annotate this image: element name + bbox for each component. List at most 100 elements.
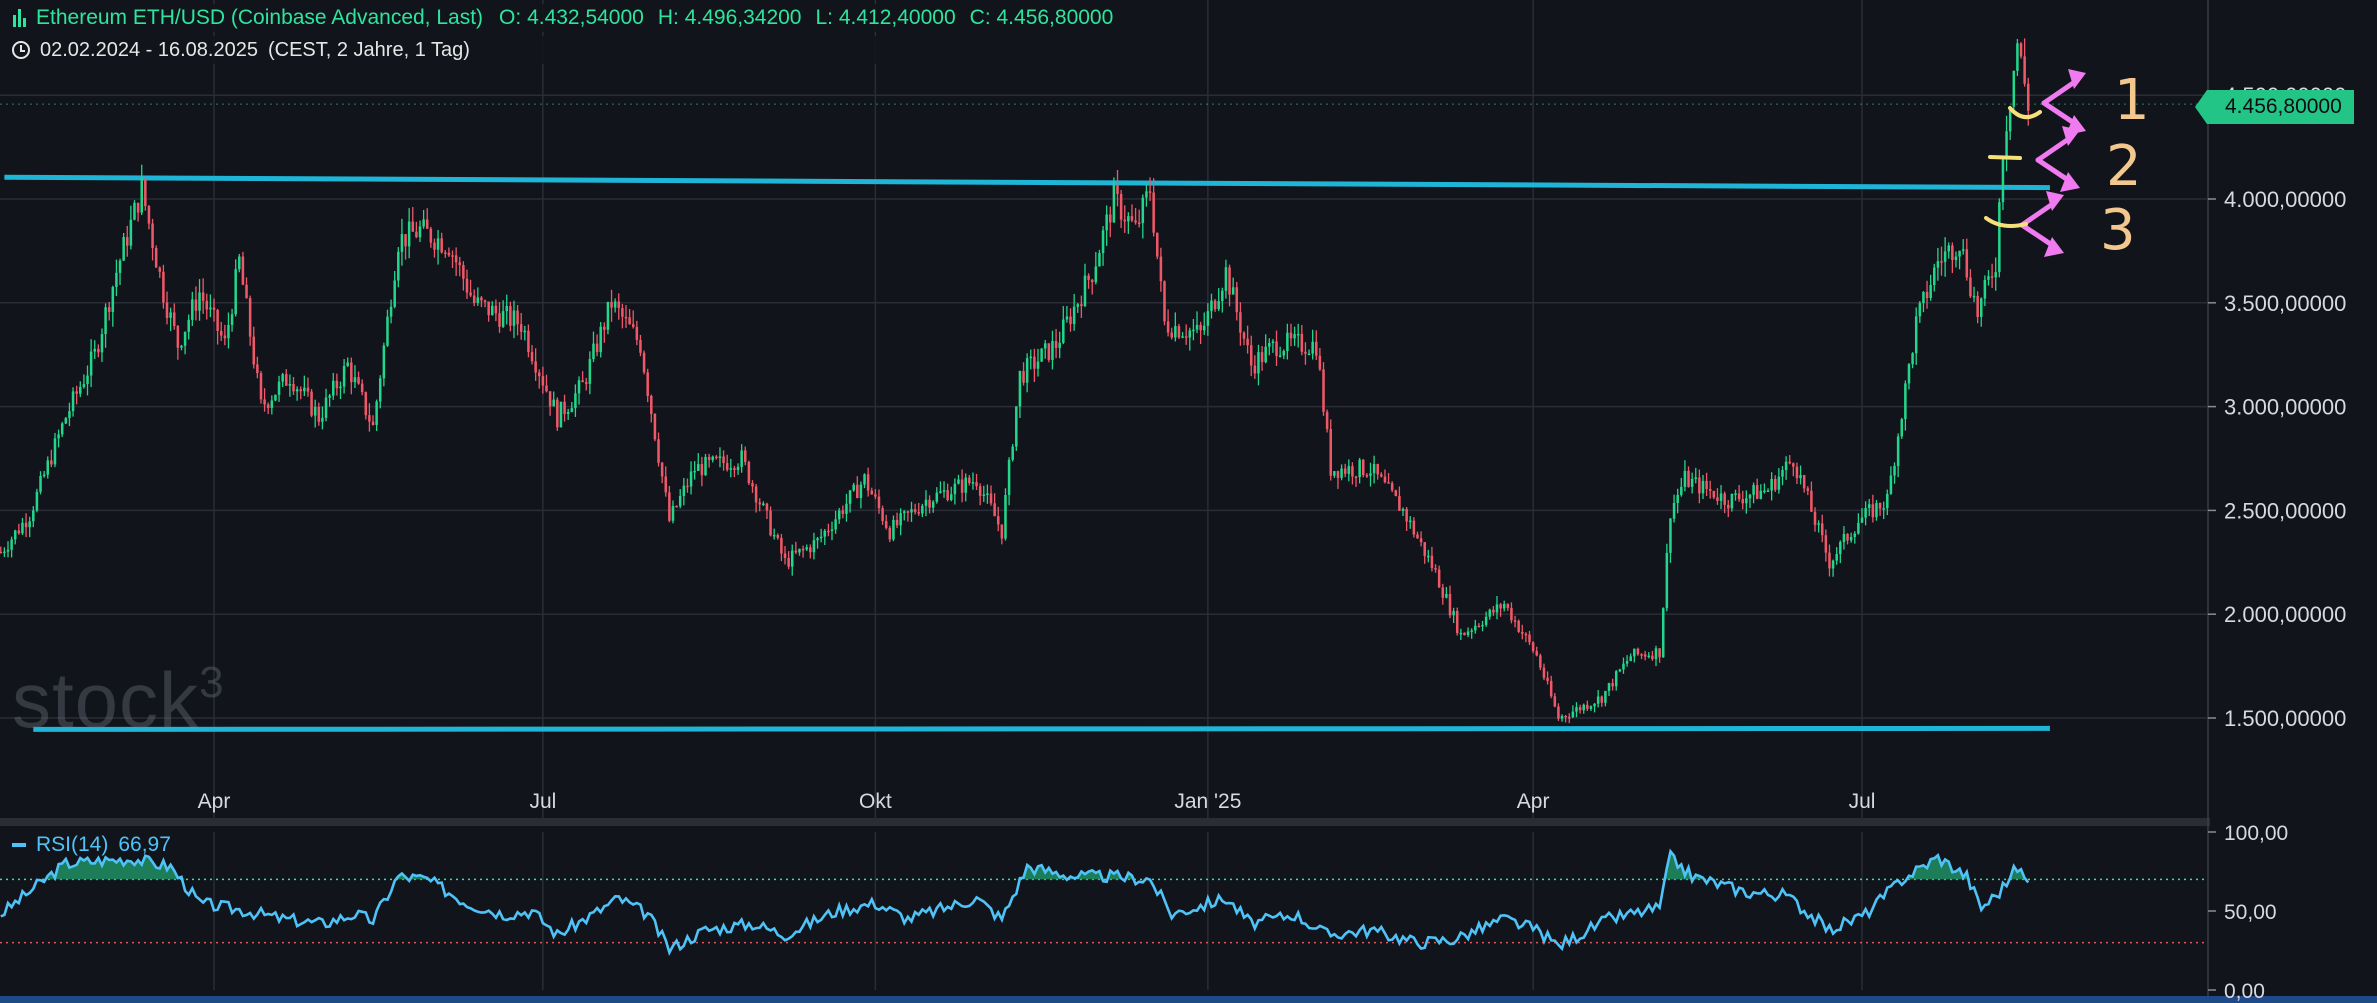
candle-body bbox=[1954, 256, 1958, 261]
arrow-up-shaft bbox=[2035, 135, 2073, 163]
rsi-swatch-icon bbox=[12, 843, 26, 847]
candle-body bbox=[346, 362, 349, 366]
candle-body bbox=[180, 345, 183, 348]
candle-body bbox=[1745, 498, 1748, 504]
candle-body bbox=[1380, 474, 1383, 477]
candle-body bbox=[682, 485, 686, 496]
candle-body bbox=[35, 491, 39, 511]
symbol-title[interactable]: Ethereum ETH/USD (Coinbase Advanced, Las… bbox=[36, 6, 484, 29]
rsi-name: RSI(14) bbox=[36, 833, 109, 856]
candle-body bbox=[1000, 524, 1004, 539]
candle-body bbox=[675, 505, 678, 508]
rsi-tick-label: 0,00 bbox=[2224, 980, 2265, 1003]
candle-body bbox=[1694, 477, 1698, 479]
candle-body bbox=[89, 351, 93, 376]
candle-body bbox=[1614, 671, 1618, 687]
candle-body bbox=[1470, 630, 1473, 632]
candle-body bbox=[921, 505, 924, 514]
candle-body bbox=[1119, 193, 1123, 220]
candle-body bbox=[1051, 340, 1054, 360]
candle-body bbox=[581, 380, 584, 383]
candle-body bbox=[1004, 495, 1007, 539]
candle-body bbox=[1698, 477, 1701, 494]
candle-body bbox=[769, 510, 772, 536]
candle-body bbox=[1860, 517, 1864, 523]
candle-body bbox=[1134, 220, 1137, 223]
candle-body bbox=[1810, 490, 1813, 512]
chart-header: Ethereum ETH/USD (Coinbase Advanced, Las… bbox=[6, 4, 1120, 64]
candle-body bbox=[527, 330, 530, 353]
candle-body bbox=[115, 272, 118, 288]
candle-body bbox=[32, 510, 35, 522]
trendline bbox=[33, 725, 2050, 732]
candle-body bbox=[1278, 355, 1282, 357]
candle-body bbox=[660, 462, 664, 477]
candle-body bbox=[903, 511, 906, 514]
candle-body bbox=[1495, 604, 1499, 613]
candle-body bbox=[13, 530, 17, 540]
candle-body bbox=[1933, 267, 1936, 286]
candle-body bbox=[454, 255, 458, 263]
candle-body bbox=[1716, 497, 1719, 501]
candle-body bbox=[1271, 341, 1275, 344]
candle-body bbox=[259, 373, 263, 400]
rsi-legend[interactable]: RSI(14) 66,97 bbox=[12, 833, 171, 857]
candle-body bbox=[1904, 383, 1907, 420]
candle-body bbox=[1257, 352, 1260, 374]
candle-body bbox=[172, 312, 176, 327]
candle-body bbox=[371, 421, 375, 425]
candle-body bbox=[1893, 465, 1896, 476]
candle-body bbox=[874, 494, 877, 497]
candle-body bbox=[216, 309, 219, 331]
candle-body bbox=[1976, 295, 1979, 317]
candle-body bbox=[1098, 253, 1101, 267]
arrow-down-head bbox=[2044, 237, 2064, 257]
candle-body bbox=[1249, 345, 1253, 366]
candle-body bbox=[913, 509, 917, 513]
candle-body bbox=[1260, 352, 1264, 363]
candle-body bbox=[111, 287, 115, 312]
candle-body bbox=[866, 474, 870, 491]
candle-body bbox=[292, 383, 295, 392]
candle-body bbox=[545, 385, 548, 392]
candle-body bbox=[122, 237, 125, 261]
candle-body bbox=[787, 557, 790, 567]
candle-body bbox=[1636, 648, 1640, 655]
date-range[interactable]: 02.02.2024 - 16.08.2025 bbox=[40, 39, 258, 61]
candle-body bbox=[1940, 261, 1943, 263]
candle-body bbox=[1123, 219, 1127, 222]
candle-body bbox=[357, 377, 360, 384]
candle-body bbox=[552, 399, 555, 407]
candle-body bbox=[1235, 287, 1239, 313]
annotation-1: 1 bbox=[2114, 68, 2150, 133]
high-value: H: 4.496,34200 bbox=[657, 6, 802, 29]
candle-body bbox=[935, 492, 939, 502]
candle-body bbox=[968, 477, 971, 484]
candle-body bbox=[1015, 406, 1018, 447]
candle-body bbox=[317, 406, 321, 422]
candle-body bbox=[1680, 486, 1683, 495]
candle-body bbox=[1578, 707, 1582, 711]
close-value: C: 4.456,80000 bbox=[969, 6, 1114, 29]
candlestick-icon[interactable] bbox=[12, 9, 28, 27]
clock-icon[interactable] bbox=[12, 41, 30, 59]
candle-body bbox=[418, 226, 422, 238]
candle-body bbox=[227, 324, 230, 339]
candle-body bbox=[1918, 303, 1922, 317]
candle-body bbox=[1369, 473, 1372, 476]
candle-body bbox=[100, 334, 104, 353]
candle-body bbox=[736, 466, 740, 471]
candle-body bbox=[140, 178, 143, 213]
candle-body bbox=[6, 549, 10, 552]
candle-body bbox=[350, 362, 353, 383]
candle-body bbox=[946, 490, 949, 501]
candle-body bbox=[1430, 555, 1434, 569]
candle-body bbox=[523, 330, 527, 333]
candle-body bbox=[1792, 463, 1795, 467]
candle-body bbox=[2001, 158, 2005, 203]
candle-body bbox=[718, 456, 722, 459]
candle-body bbox=[425, 219, 429, 229]
candle-body bbox=[754, 486, 758, 503]
candle-body bbox=[1199, 324, 1202, 331]
